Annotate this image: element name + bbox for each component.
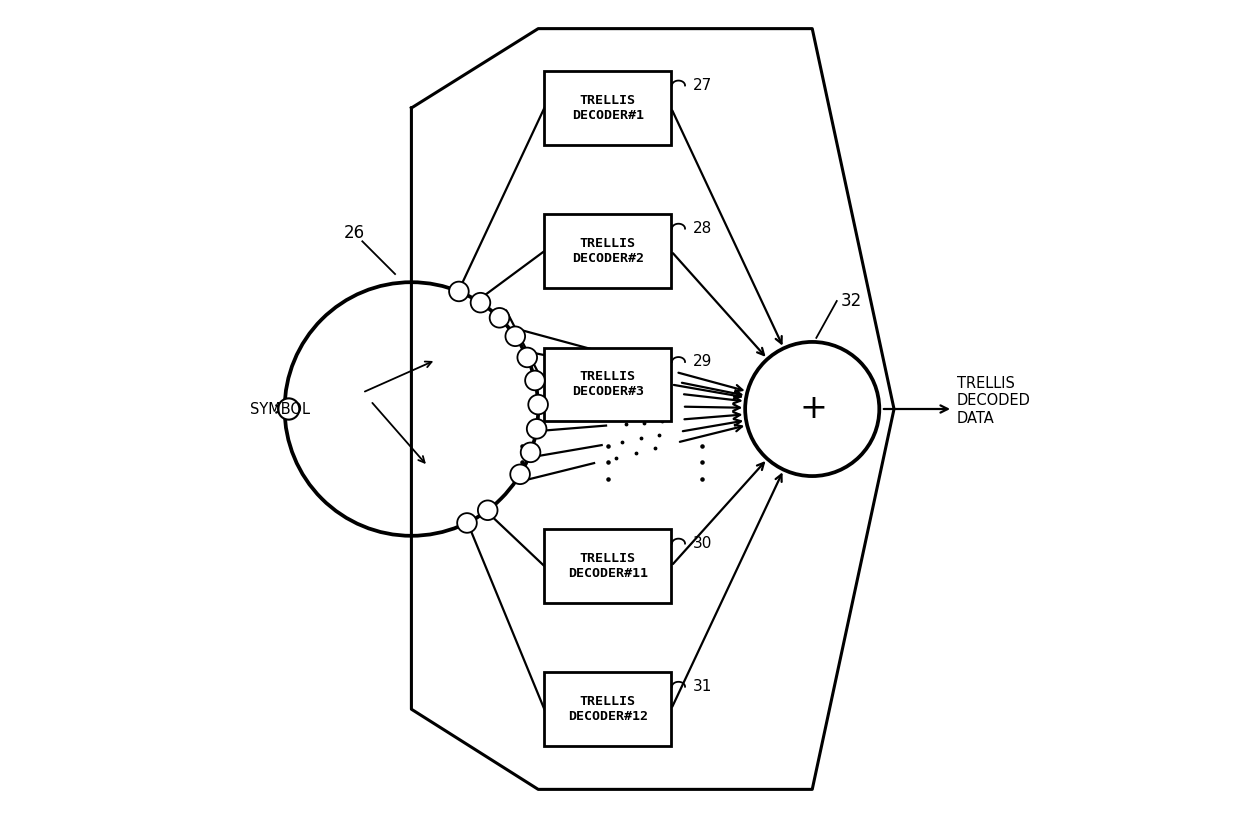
Circle shape (528, 395, 548, 415)
Circle shape (449, 281, 469, 301)
Circle shape (458, 513, 477, 533)
Text: 28: 28 (693, 221, 713, 236)
Circle shape (745, 342, 879, 476)
Text: 29: 29 (693, 354, 713, 370)
Circle shape (525, 371, 544, 390)
Circle shape (490, 308, 510, 328)
Bar (544, 71, 671, 145)
Text: $+$: $+$ (799, 393, 826, 425)
Bar (544, 672, 671, 746)
Circle shape (506, 326, 525, 346)
Text: 26: 26 (343, 224, 365, 242)
Text: 30: 30 (693, 536, 713, 551)
Text: TRELLIS
DECODER#2: TRELLIS DECODER#2 (572, 237, 644, 265)
Text: 27: 27 (693, 78, 713, 93)
Bar (544, 348, 671, 421)
Bar (544, 529, 671, 603)
Circle shape (527, 419, 547, 438)
Text: 32: 32 (841, 292, 862, 310)
Circle shape (278, 398, 299, 420)
Text: TRELLIS
DECODER#3: TRELLIS DECODER#3 (572, 371, 644, 398)
Text: TRELLIS
DECODER#12: TRELLIS DECODER#12 (568, 695, 647, 723)
Text: TRELLIS
DECODER#11: TRELLIS DECODER#11 (568, 552, 647, 580)
Circle shape (477, 501, 497, 520)
Text: SYMBOL: SYMBOL (250, 402, 310, 416)
Circle shape (517, 348, 537, 367)
Text: 31: 31 (693, 679, 713, 694)
Circle shape (511, 465, 529, 484)
Circle shape (521, 443, 541, 462)
Text: TRELLIS
DECODED
DATA: TRELLIS DECODED DATA (957, 376, 1030, 425)
Circle shape (471, 293, 490, 312)
Bar (544, 214, 671, 288)
Text: TRELLIS
DECODER#1: TRELLIS DECODER#1 (572, 94, 644, 122)
